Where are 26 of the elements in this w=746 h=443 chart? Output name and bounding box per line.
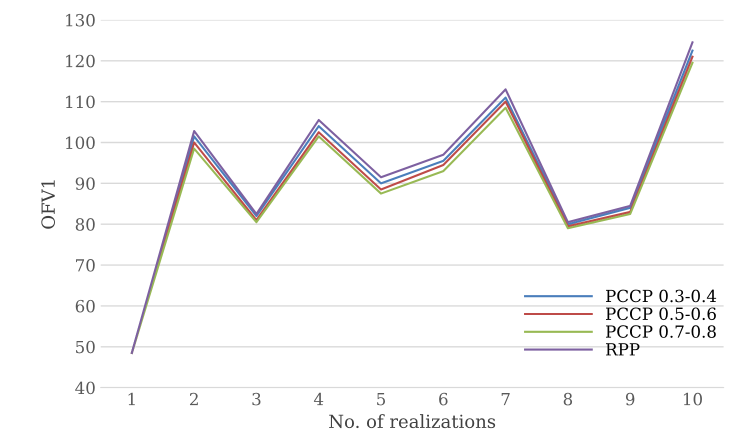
y-tick-label: 40 xyxy=(75,382,95,394)
y-tick-label: 100 xyxy=(66,136,95,150)
x-tick-label: 1 xyxy=(128,392,135,406)
x-tick-label: 4 xyxy=(314,392,324,406)
y-tick-label: 70 xyxy=(76,259,95,272)
x-tick-label: 9 xyxy=(626,392,634,406)
y-tick-label: 50 xyxy=(76,340,95,354)
legend-label: PCCP 0.7-0.8 xyxy=(606,325,716,338)
x-tick-label: 2 xyxy=(190,392,198,406)
legend-label: PCCP 0.3-0.4 xyxy=(606,290,716,302)
x-tick-label: 6 xyxy=(439,392,448,406)
y-tick-label: 80 xyxy=(76,218,95,231)
y-tick-label: 110 xyxy=(66,96,95,108)
x-tick-label: 7 xyxy=(502,393,510,406)
x-tick-label: 8 xyxy=(564,392,572,406)
x-axis-title: No. of realizations xyxy=(329,414,496,428)
x-tick-label: 3 xyxy=(252,392,261,406)
legend-label: PCCP 0.5-0.6 xyxy=(606,307,716,320)
x-tick-label: 5 xyxy=(377,393,386,406)
y-tick-label: 120 xyxy=(66,54,95,68)
y-tick-label: 60 xyxy=(76,300,95,312)
y-tick-label: 90 xyxy=(76,177,95,190)
x-tick-label: 10 xyxy=(684,392,702,406)
legend-label: RPP xyxy=(606,343,640,356)
y-axis-title: OFV1 xyxy=(41,180,55,229)
y-tick-label: 130 xyxy=(66,14,95,27)
